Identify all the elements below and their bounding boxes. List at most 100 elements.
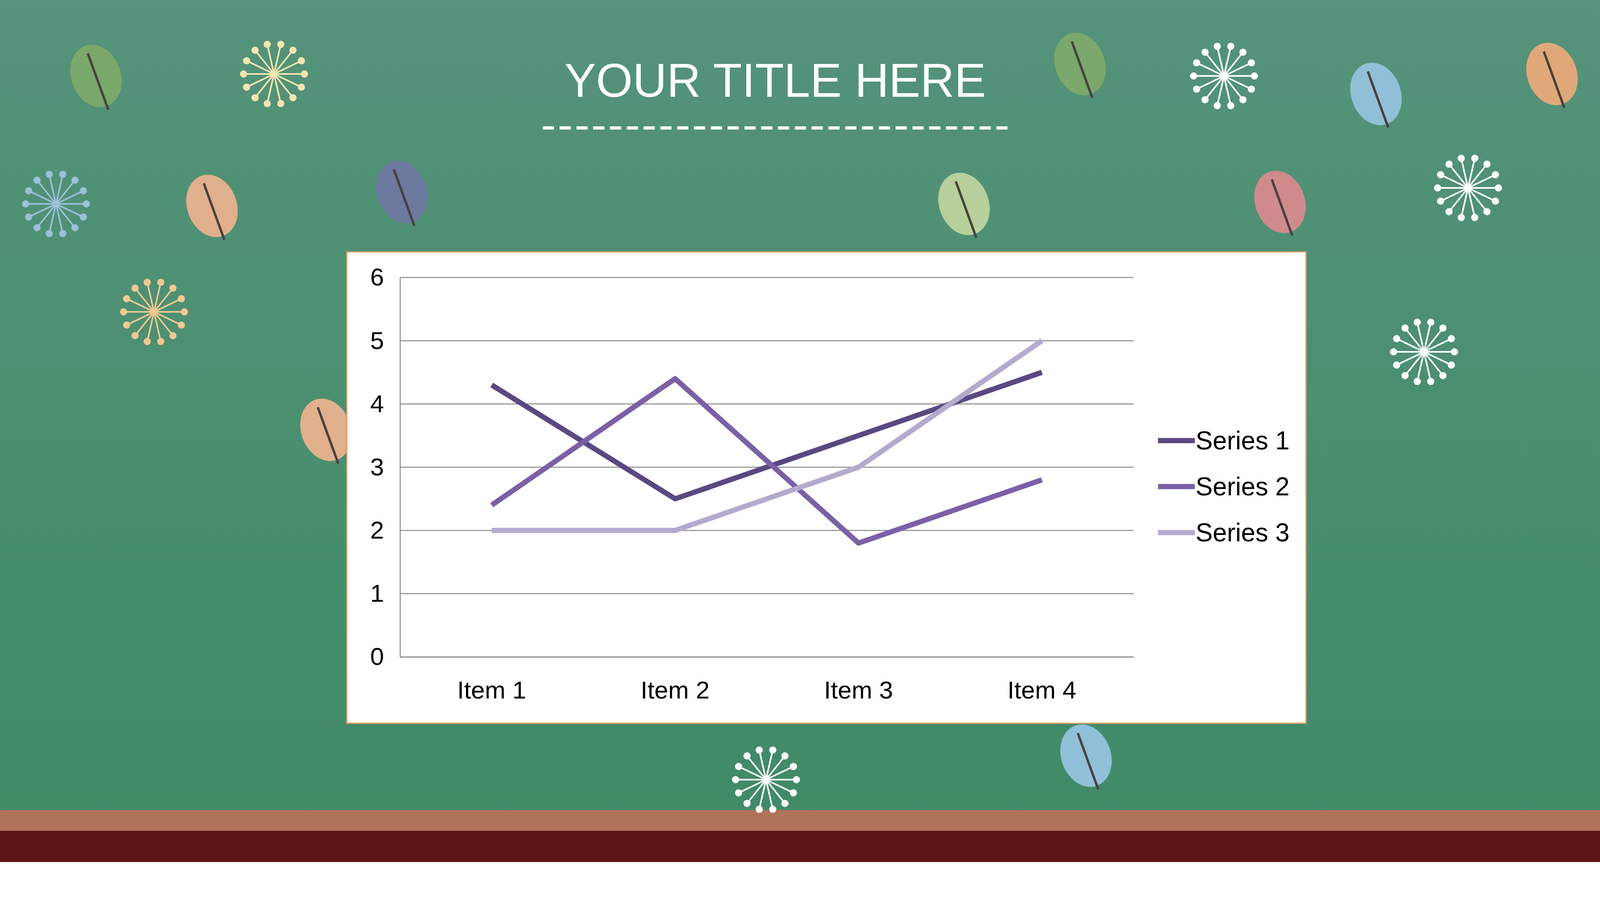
- dandelion-seed: [297, 57, 305, 65]
- grid-line: [400, 277, 1134, 279]
- y-tick-label: 3: [370, 453, 384, 481]
- dandelion: [1190, 42, 1258, 110]
- dandelion-seed: [743, 800, 751, 808]
- dandelion-ray: [56, 204, 63, 232]
- dandelion-seed: [1247, 59, 1255, 67]
- y-tick-label: 4: [370, 390, 384, 418]
- dandelion-ray: [1206, 76, 1224, 98]
- dandelion-seed: [1447, 335, 1455, 343]
- y-tick: 2: [370, 516, 400, 544]
- dandelion-seed: [792, 776, 800, 784]
- dandelion-seed: [289, 94, 297, 102]
- dandelion-ray: [1424, 352, 1450, 364]
- dandelion-seed: [1247, 85, 1255, 93]
- dandelion-seed: [169, 284, 177, 292]
- leaf-body: [929, 165, 998, 243]
- dandelion-seed: [157, 338, 165, 346]
- dandelion-seed: [1439, 372, 1447, 380]
- dandelion-seed: [300, 70, 308, 78]
- dandelion-ray: [1468, 176, 1494, 188]
- x-axis-line: [400, 656, 1134, 658]
- legend-swatch: [1158, 484, 1195, 490]
- x-tick: Item 2: [640, 657, 710, 704]
- dandelion-seed: [25, 213, 33, 221]
- dandelion-seed: [59, 170, 67, 178]
- dandelion-ray: [1406, 352, 1424, 374]
- dandelion-ray: [154, 312, 180, 324]
- dandelion-ray: [274, 74, 300, 86]
- dandelion: [240, 40, 308, 108]
- leaf: [1517, 35, 1588, 117]
- dandelion-ray: [56, 192, 82, 204]
- dandelion-seed: [243, 83, 251, 91]
- dandelion-seed: [1393, 361, 1401, 369]
- leaf-vein: [87, 53, 108, 110]
- legend-swatch: [1158, 438, 1195, 444]
- leaf: [1051, 717, 1122, 799]
- dandelion-seed: [1213, 102, 1221, 110]
- dandelion: [1390, 318, 1458, 386]
- dandelion-ray: [1424, 352, 1431, 380]
- dandelion-seed: [789, 789, 797, 797]
- dandelion-seed: [79, 213, 87, 221]
- legend-swatch: [1158, 530, 1195, 536]
- dandelion-seed: [263, 100, 271, 108]
- dandelion-ray: [267, 46, 274, 74]
- dandelion-seed: [71, 224, 79, 232]
- dandelion-seed: [1457, 154, 1465, 162]
- x-axis: Item 1Item 2Item 3Item 4: [400, 657, 1134, 704]
- dandelion-ray: [154, 311, 182, 313]
- dandelion-seed: [1390, 348, 1398, 356]
- dandelion-ray: [1224, 75, 1252, 77]
- dandelion-seed: [251, 46, 259, 54]
- dandelion-seed: [1201, 96, 1209, 104]
- dandelion-seed: [1483, 160, 1491, 168]
- leaf: [177, 167, 248, 249]
- dandelion-seed: [251, 94, 259, 102]
- y-axis: 0123456: [370, 263, 401, 671]
- dandelion-ray: [1442, 176, 1468, 188]
- dandelion-ray: [246, 73, 274, 75]
- dandelion-seed: [1471, 154, 1479, 162]
- dandelion-ray: [274, 74, 281, 102]
- leaf-vein: [393, 169, 414, 226]
- series-line: [491, 372, 1042, 499]
- dandelion-ray: [759, 752, 766, 780]
- dandelion-ray: [126, 311, 154, 313]
- dandelion-ray: [1224, 54, 1242, 76]
- dandelion-seed: [1434, 184, 1442, 192]
- leaf-body: [367, 153, 436, 231]
- dandelion-seed: [1190, 72, 1198, 80]
- dandelion-ray: [1396, 351, 1424, 353]
- leaf: [929, 165, 1000, 247]
- dandelion-ray: [1468, 166, 1486, 188]
- dandelion-ray: [1468, 187, 1496, 189]
- dandelion-ray: [1442, 188, 1468, 200]
- dandelion-seed: [45, 170, 53, 178]
- dandelion-ray: [738, 779, 766, 781]
- dandelion-ray: [1461, 160, 1468, 188]
- dandelion-seed: [1450, 348, 1458, 356]
- dandelion-ray: [128, 300, 154, 312]
- dandelion-seed: [732, 776, 740, 784]
- dandelion-ray: [30, 204, 56, 216]
- dandelion-ray: [154, 312, 161, 340]
- y-tick-label: 0: [370, 642, 384, 671]
- dandelion-ray: [1224, 76, 1231, 104]
- dandelion-seed: [240, 70, 248, 78]
- dandelion-ray: [1468, 188, 1475, 216]
- dandelion-seed: [277, 100, 285, 108]
- dandelion-seed: [297, 83, 305, 91]
- dandelion-seed: [1491, 197, 1499, 205]
- title: YOUR TITLE HERE: [564, 54, 986, 107]
- dandelion-seed: [781, 752, 789, 760]
- dandelion-ray: [274, 52, 292, 74]
- dandelion-ray: [1198, 76, 1224, 88]
- dandelion-ray: [1224, 76, 1250, 88]
- dandelion-seed: [79, 187, 87, 195]
- dandelion-seed: [743, 752, 751, 760]
- dandelion-ray: [128, 312, 154, 324]
- x-tick: Item 3: [824, 657, 893, 704]
- title-underline: [542, 126, 1010, 130]
- dandelion-seed: [1494, 184, 1502, 192]
